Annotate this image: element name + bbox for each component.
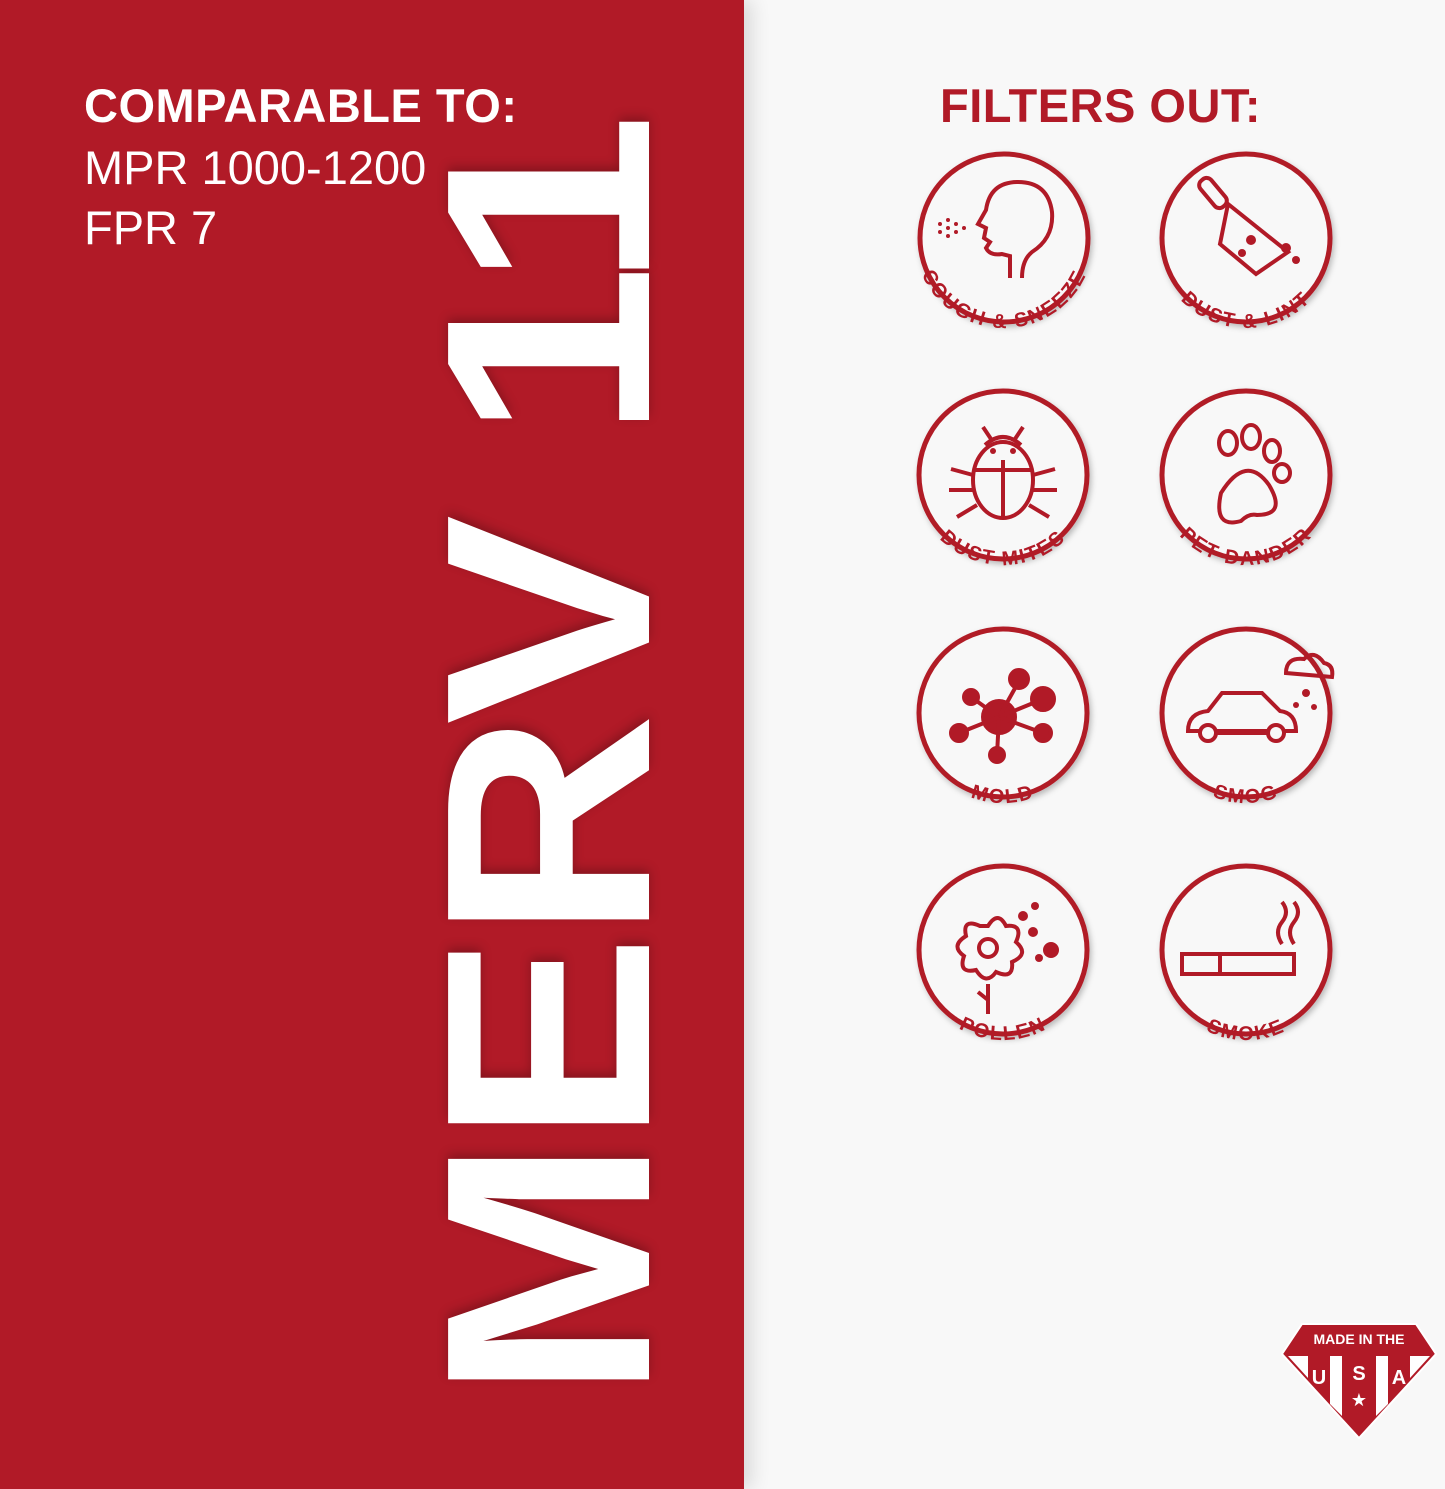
bug-icon [949,425,1057,520]
filter-item-mold: MOLD [893,603,1113,823]
dustpan-icon [1197,175,1300,277]
filters-out-heading: FILTERS OUT: [940,79,1262,132]
badge-letter-s: S [1352,1363,1365,1385]
fpr-rating: FPR 7 [84,201,218,254]
filter-item-pet-dander: PET DANDER [1136,365,1356,585]
badge-letter-u: U [1312,1367,1326,1389]
flower-icon [955,902,1059,1014]
cough-sneeze-icon [938,179,1055,279]
paw-icon [1217,423,1292,525]
filter-item-dust-mites: DUST MITES [893,365,1113,585]
made-in-usa-badge: MADE IN THE U S A ★ [1280,1322,1438,1440]
mold-spore-icon [949,668,1056,764]
badge-letter-a: A [1392,1367,1406,1389]
filter-item-pollen: POLLEN [893,840,1113,1060]
badge-top-text: MADE IN THE [1314,1331,1405,1347]
filter-item-dust-lint: DUST & LINT [1136,128,1356,348]
filter-item-smog: SMOG [1136,603,1356,823]
badge-star-icon: ★ [1351,1390,1367,1410]
filter-item-cough-sneeze: COUGH & SNEEZE [894,128,1114,348]
filter-item-smoke: SMOKE [1136,840,1356,1060]
mpr-rating: MPR 1000-1200 [84,141,427,194]
cigarette-icon [1180,900,1300,976]
left-panel: COMPARABLE TO: MPR 1000-1200 FPR 7 MERV … [0,0,744,1489]
comparable-heading: COMPARABLE TO: [84,79,518,132]
merv-rating: MERV 11 [385,119,711,1401]
car-smog-icon [1185,652,1335,743]
